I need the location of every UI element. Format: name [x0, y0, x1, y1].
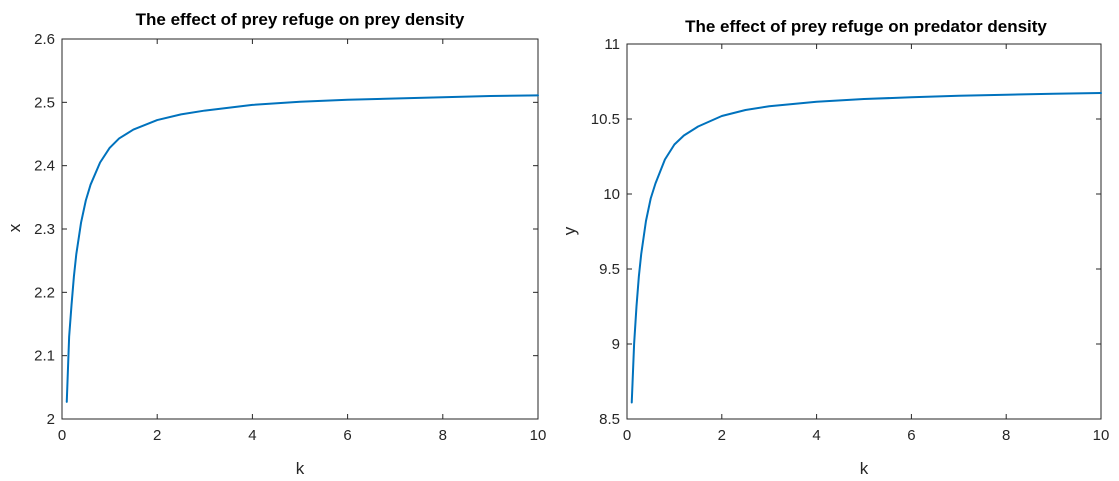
chart-title: The effect of prey refuge on predator de… [685, 17, 1047, 36]
plot-area [626, 43, 1102, 420]
y-tick-label: 10.5 [591, 111, 620, 128]
x-tick-label: 10 [530, 427, 547, 444]
predator-density-chart: The effect of prey refuge on predator de… [560, 17, 1109, 478]
x-tick-label: 8 [1002, 427, 1010, 444]
y-tick-label: 9.5 [599, 261, 620, 278]
y-tick-label: 8.5 [599, 411, 620, 428]
x-tick-label: 0 [58, 427, 66, 444]
x-axis-label: k [860, 459, 869, 478]
x-tick-label: 2 [718, 427, 726, 444]
y-tick-label: 2.4 [34, 158, 55, 175]
y-tick-label: 2.1 [34, 348, 55, 365]
y-tick-label: 2.2 [34, 284, 55, 301]
y-tick-label: 2.6 [34, 31, 55, 48]
y-tick-label: 11 [604, 36, 620, 53]
x-tick-label: 4 [812, 427, 820, 444]
y-axis-label: x [5, 223, 24, 232]
y-axis-label: y [560, 226, 579, 235]
x-tick-label: 10 [1093, 427, 1110, 444]
prey-density-chart: The effect of prey refuge on prey densit… [5, 10, 546, 478]
x-tick-label: 8 [439, 427, 447, 444]
x-tick-label: 6 [907, 427, 915, 444]
x-tick-label: 0 [623, 427, 631, 444]
series-line [65, 94, 539, 403]
y-tick-label: 10 [603, 186, 620, 203]
chart-title: The effect of prey refuge on prey densit… [136, 10, 465, 29]
x-tick-label: 6 [343, 427, 351, 444]
y-tick-label: 2.3 [34, 221, 55, 238]
y-tick-label: 9 [612, 336, 620, 353]
x-tick-label: 4 [248, 427, 256, 444]
series-line [630, 92, 1102, 404]
y-tick-label: 2 [47, 411, 55, 428]
y-tick-label: 2.5 [34, 94, 55, 111]
x-tick-label: 2 [153, 427, 161, 444]
x-axis-label: k [296, 459, 305, 478]
